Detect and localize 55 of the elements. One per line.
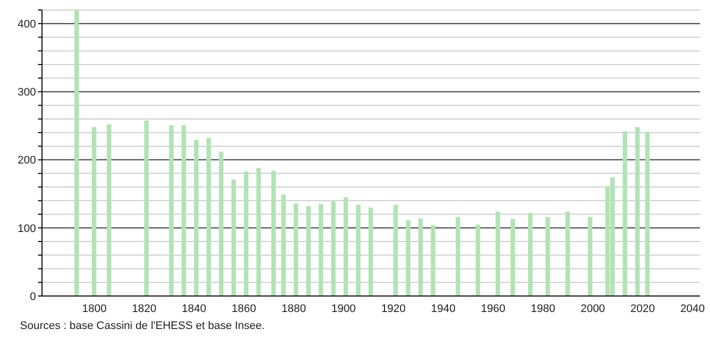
- x-tick-label: 2020: [630, 302, 655, 315]
- x-tick-label: 1800: [82, 302, 107, 315]
- bar: [244, 171, 248, 296]
- y-tick-label: 200: [18, 154, 36, 167]
- bar: [545, 217, 550, 296]
- x-tick-label: 1940: [431, 302, 456, 315]
- bar: [496, 212, 500, 296]
- bar: [106, 124, 112, 296]
- x-tick-label: 1860: [232, 302, 256, 315]
- bar: [344, 197, 348, 296]
- x-tick-label: 1920: [381, 302, 406, 315]
- bar: [476, 224, 480, 296]
- y-tick-label: 100: [18, 222, 36, 235]
- bar: [565, 212, 570, 296]
- bar: [306, 206, 311, 296]
- bar: [218, 152, 224, 296]
- y-tick-label: 0: [30, 290, 36, 303]
- bar: [281, 194, 286, 296]
- source-note: Sources : base Cassini de l'EHESS et base Insee.: [20, 320, 265, 332]
- bar: [430, 225, 436, 296]
- x-tick-label: 1820: [132, 302, 156, 315]
- bar: [331, 201, 336, 296]
- bar: [231, 180, 236, 296]
- bar: [182, 125, 186, 296]
- x-tick-label: 1880: [281, 302, 306, 315]
- bar: [528, 212, 533, 296]
- bar: [318, 204, 324, 296]
- x-tick-label: 1900: [331, 302, 356, 315]
- x-tick-label: 1960: [480, 302, 506, 315]
- bar: [368, 207, 373, 296]
- bar: [356, 204, 361, 296]
- bar: [622, 131, 628, 296]
- bar: [635, 127, 640, 296]
- bar: [144, 120, 149, 296]
- bar: [92, 127, 96, 296]
- bar: [510, 219, 516, 296]
- bar: [418, 218, 423, 296]
- bar: [169, 125, 174, 296]
- bar: [271, 170, 276, 296]
- x-tick-label: 2040: [680, 302, 705, 315]
- bar: [588, 217, 592, 296]
- bar: [256, 168, 261, 296]
- bar: [294, 203, 298, 296]
- x-tick-label: 1980: [530, 302, 556, 315]
- bar: [406, 220, 410, 296]
- bar: [645, 132, 650, 296]
- bar: [456, 217, 460, 296]
- bar: [194, 140, 199, 296]
- x-tick-label: 2000: [580, 302, 606, 315]
- y-tick-label: 300: [18, 86, 36, 99]
- bar: [74, 10, 79, 296]
- y-tick-label: 400: [18, 18, 36, 31]
- bar: [206, 138, 211, 296]
- bar: [393, 204, 398, 296]
- x-tick-label: 1840: [182, 302, 206, 315]
